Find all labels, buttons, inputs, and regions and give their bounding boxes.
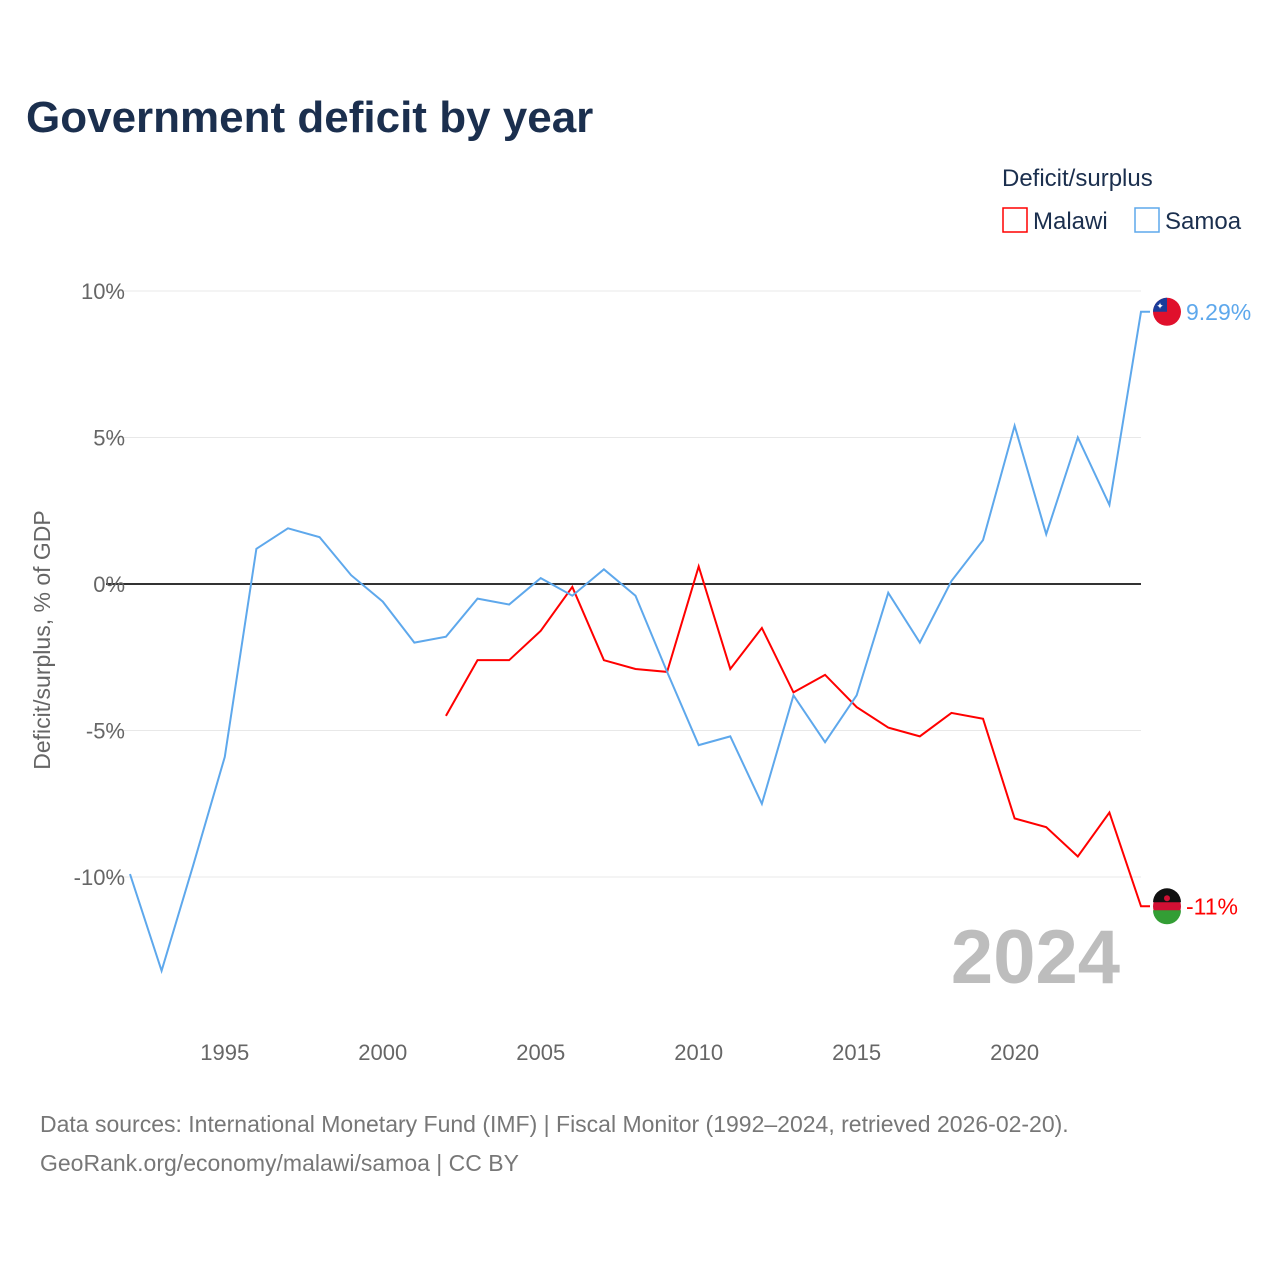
x-tick-label: 1995 xyxy=(200,1040,249,1065)
y-tick-label: 10% xyxy=(81,279,125,304)
year-label: 2024 xyxy=(951,915,1120,1000)
legend-swatch-samoa xyxy=(1134,207,1160,233)
end-label-malawi: -11% xyxy=(1186,893,1238,919)
y-tick-label: 0% xyxy=(93,572,125,597)
series-lines: -11% ✦ 9.29% xyxy=(129,297,1251,975)
y-axis-label: Deficit/surplus, % of GDP xyxy=(29,510,55,769)
gridlines xyxy=(106,290,1141,878)
x-tick-label: 2010 xyxy=(674,1040,723,1065)
y-axis: 10% 5% 0% -5% -10% xyxy=(74,279,125,890)
malawi-flag-icon xyxy=(1153,888,1181,925)
x-tick-label: 2005 xyxy=(516,1040,565,1065)
samoa-flag-icon: ✦ xyxy=(1153,297,1181,326)
x-tick-label: 2020 xyxy=(990,1040,1039,1065)
y-tick-label: -10% xyxy=(74,865,125,890)
legend-label-samoa: Samoa xyxy=(1165,208,1242,235)
legend-title: Deficit/surplus xyxy=(1002,165,1153,192)
y-tick-label: -5% xyxy=(86,719,125,744)
svg-text:✦: ✦ xyxy=(1156,301,1164,311)
series-line-samoa xyxy=(129,310,1150,975)
source-line-1: Data sources: International Monetary Fun… xyxy=(40,1111,1069,1137)
source-line-2: GeoRank.org/economy/malawi/samoa | CC BY xyxy=(40,1150,519,1176)
x-tick-label: 2015 xyxy=(832,1040,881,1065)
chart-title: Government deficit by year xyxy=(26,93,593,142)
series-line-malawi xyxy=(445,562,1150,908)
end-label-samoa: 9.29% xyxy=(1186,299,1251,325)
x-tick-label: 2000 xyxy=(358,1040,407,1065)
x-axis: 1995 2000 2005 2010 2015 2020 xyxy=(200,1040,1039,1065)
y-tick-label: 5% xyxy=(93,426,125,451)
legend: Malawi Samoa xyxy=(1002,207,1242,235)
legend-swatch-malawi xyxy=(1002,207,1028,233)
legend-label-malawi: Malawi xyxy=(1033,208,1108,235)
